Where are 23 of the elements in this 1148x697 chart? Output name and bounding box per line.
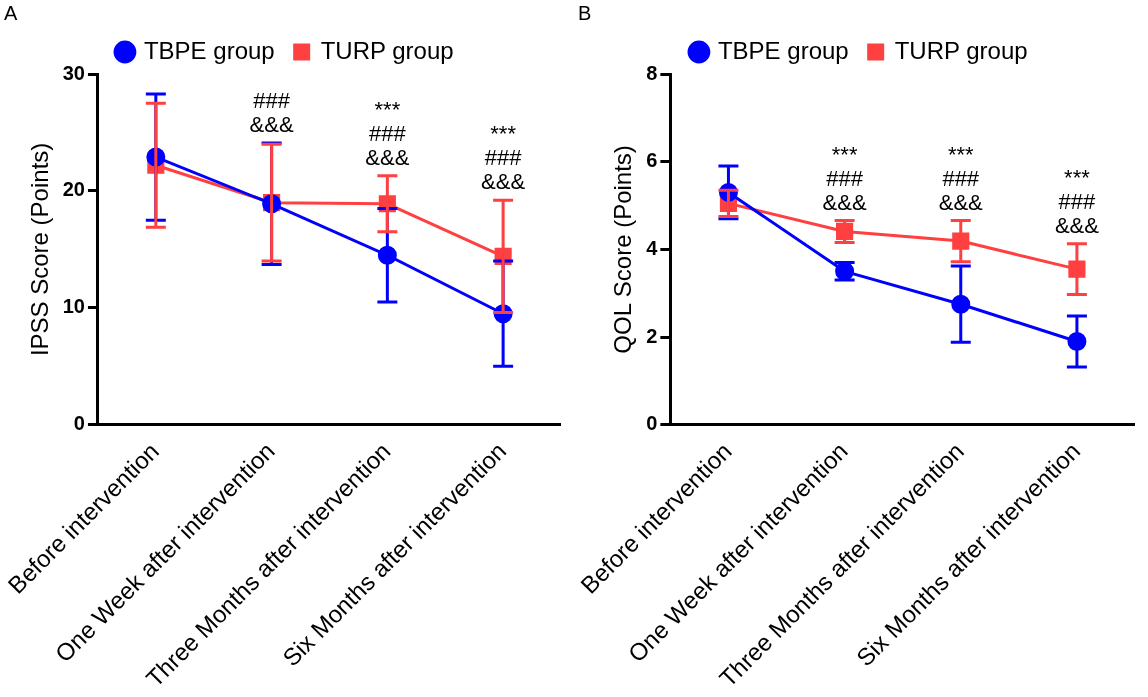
annotation: *** ### &&&	[481, 121, 526, 195]
chart-title: A	[4, 1, 18, 24]
y-tick-label: 0	[646, 412, 658, 435]
annotation: *** ### &&&	[365, 96, 410, 170]
y-axis-title: QOL Score (Points)	[609, 145, 637, 354]
y-tick-label: 0	[73, 412, 85, 435]
y-tick-label: 20	[62, 178, 85, 201]
y-tick-label: 6	[646, 149, 658, 172]
legend-label: TURP group	[894, 36, 1028, 64]
y-tick-label: 10	[62, 295, 85, 318]
y-tick-label: 30	[62, 61, 85, 84]
annotation: *** ### &&&	[1054, 164, 1100, 238]
y-axis-title: IPSS Score (Points)	[25, 142, 53, 357]
y-tick-label: 2	[646, 324, 658, 347]
chart-title: B	[578, 1, 592, 24]
legend-label: TBPE group	[717, 36, 849, 64]
legend-label: TBPE group	[143, 36, 275, 64]
y-tick-label: 4	[646, 236, 659, 259]
annotation: ### &&&	[249, 88, 294, 138]
legend-label: TURP group	[320, 36, 454, 64]
annotation: *** ### &&&	[822, 141, 867, 215]
annotation: *** ### &&&	[938, 141, 984, 215]
y-tick-label: 8	[646, 61, 658, 84]
